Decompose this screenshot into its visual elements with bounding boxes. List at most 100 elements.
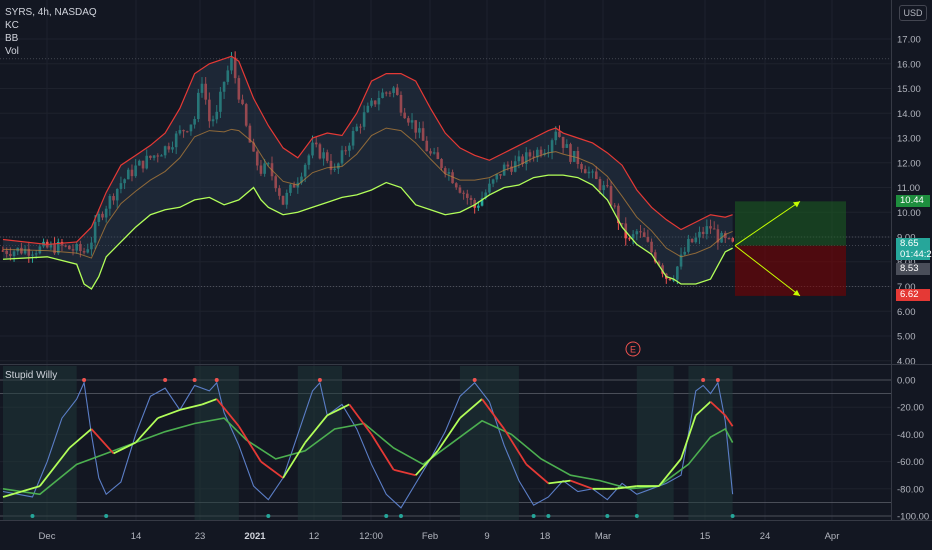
stop-price-tag: 6.62	[896, 289, 930, 301]
oversold-dot	[30, 514, 35, 518]
candle-body	[259, 165, 263, 174]
candle-body	[410, 120, 414, 123]
candle-body	[119, 183, 123, 189]
candle-body	[384, 92, 388, 94]
candle-body	[355, 126, 359, 131]
candle-body	[484, 192, 488, 198]
candle-body	[388, 92, 392, 94]
candle-body	[289, 184, 292, 193]
overbought-dot	[163, 378, 168, 382]
osc-slow-segment	[709, 401, 726, 417]
candle-body	[495, 174, 499, 180]
candle-body	[602, 185, 605, 191]
candle-body	[75, 244, 78, 251]
earnings-marker[interactable]: E	[625, 341, 641, 357]
osc-slow-segment	[2, 485, 41, 498]
candle-body	[425, 140, 429, 152]
osc-slow-segment	[90, 428, 115, 455]
candle-body	[587, 171, 591, 174]
candle-body	[5, 250, 8, 254]
overbought-dot	[214, 378, 219, 382]
osc-slow-segment	[724, 414, 734, 427]
price-tick-label: 13.00	[897, 134, 921, 145]
stop-arrow	[734, 245, 801, 297]
candle-body	[701, 231, 705, 235]
candle-body	[558, 131, 561, 137]
candle-body	[267, 163, 270, 165]
candle-body	[340, 150, 344, 164]
candle-body	[130, 169, 134, 177]
candle-body	[687, 238, 690, 252]
oversold-dot	[605, 514, 610, 518]
osc-slow-segment	[459, 398, 483, 419]
candle-body	[141, 160, 145, 169]
osc-slow-segment	[570, 479, 593, 490]
candle-body	[281, 195, 285, 205]
indicator-kc[interactable]: KC	[5, 20, 19, 31]
price-tick-label: 10.00	[897, 208, 921, 219]
osc-signal-line	[2, 417, 734, 496]
candle-body	[532, 156, 535, 158]
candle-body	[104, 208, 108, 218]
stop-arrow-head	[793, 289, 800, 296]
candle-body	[628, 238, 631, 240]
candle-body	[204, 83, 207, 100]
candle-body	[322, 152, 325, 159]
candle-body	[200, 83, 204, 93]
candle-body	[580, 163, 583, 170]
candle-body	[399, 94, 403, 113]
osc-tick-label: -60.00	[897, 457, 924, 468]
candle-body	[1, 250, 5, 252]
osc-zone-4	[636, 366, 674, 520]
price-tick-label: 14.00	[897, 109, 921, 120]
osc-slow-segment	[157, 409, 181, 419]
oversold-dot	[634, 514, 639, 518]
candle-body	[208, 99, 211, 122]
candle-body	[731, 238, 734, 242]
oversold-dot	[266, 514, 271, 518]
time-tick-label: 9	[484, 531, 489, 542]
indicator-bb[interactable]: BB	[5, 33, 19, 44]
osc-slow-segment	[393, 468, 416, 477]
time-tick-label: Dec	[39, 531, 56, 542]
osc-slow-segment	[179, 403, 203, 411]
candle-body	[373, 100, 377, 105]
candle-body	[709, 226, 712, 229]
band-midline	[2, 127, 733, 259]
candle-body	[698, 231, 701, 238]
previous-price-tag: 8.53	[896, 263, 930, 275]
osc-slow-segment	[658, 458, 682, 487]
osc-slow-segment	[304, 414, 328, 444]
candle-body	[49, 244, 53, 248]
candle-body	[189, 124, 193, 132]
candle-body	[539, 149, 543, 155]
candle-body	[149, 155, 152, 158]
candle-body	[101, 213, 104, 218]
indicator-vol[interactable]: Vol	[5, 46, 19, 57]
candle-body	[650, 241, 653, 253]
osc-tick-label: -80.00	[897, 484, 924, 495]
candle-body	[635, 231, 639, 235]
candle-body	[506, 164, 510, 167]
candle-body	[712, 228, 716, 230]
candle-body	[71, 249, 75, 251]
symbol-title[interactable]: SYRS, 4h, NASDAQ	[5, 7, 97, 18]
candle-body	[115, 188, 119, 201]
overbought-dot	[715, 378, 720, 382]
time-tick-label: Feb	[422, 531, 438, 542]
oscillator-title[interactable]: Stupid Willy	[5, 370, 58, 381]
candle-body	[377, 98, 381, 105]
candle-body	[219, 91, 222, 112]
candle-body	[657, 261, 661, 266]
candle-body	[333, 168, 336, 170]
candle-body	[123, 179, 126, 184]
candle-body	[462, 192, 465, 194]
currency-button[interactable]: USD	[899, 5, 927, 21]
osc-slow-segment	[216, 398, 240, 427]
candle-body	[90, 242, 93, 250]
candle-body	[27, 248, 31, 256]
candle-body	[653, 252, 657, 262]
lower-band-line	[2, 174, 733, 290]
candle-body	[215, 111, 219, 120]
